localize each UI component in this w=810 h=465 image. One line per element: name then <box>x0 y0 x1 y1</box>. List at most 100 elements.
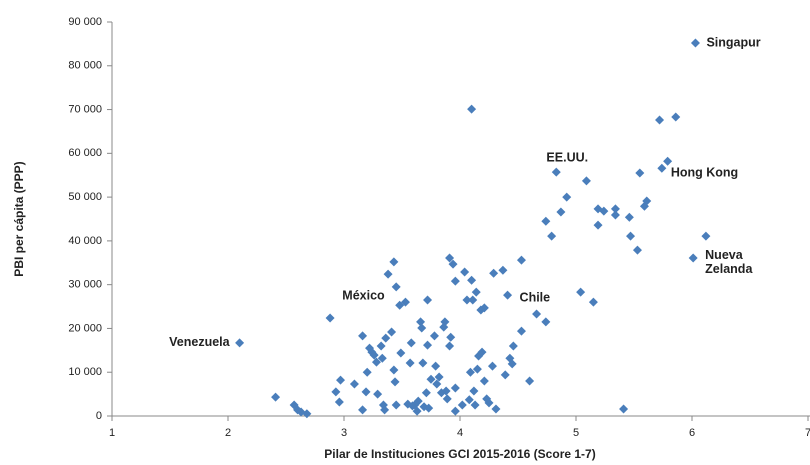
point <box>450 276 460 286</box>
point <box>383 269 393 279</box>
point <box>431 361 441 371</box>
point <box>445 253 455 263</box>
y-tick-label: 90 000 <box>68 16 102 28</box>
point <box>450 383 460 393</box>
point <box>421 388 431 398</box>
point <box>235 338 245 348</box>
y-tick-label: 60 000 <box>68 147 102 159</box>
point <box>484 398 494 408</box>
point <box>610 204 620 214</box>
point <box>406 338 416 348</box>
point <box>498 265 508 275</box>
point <box>462 295 472 305</box>
y-tick-label: 70 000 <box>68 103 102 115</box>
y-tick-label: 0 <box>96 410 102 422</box>
point <box>434 372 444 382</box>
point <box>465 367 475 377</box>
point <box>477 347 487 357</box>
point <box>271 392 281 402</box>
point <box>448 259 458 269</box>
point <box>690 38 700 48</box>
x-axis-title: Pilar de Instituciones GCI 2015-2016 (Sc… <box>324 447 595 461</box>
point <box>635 168 645 178</box>
point <box>576 287 586 297</box>
point <box>369 350 379 360</box>
point <box>626 231 636 241</box>
point <box>508 341 518 351</box>
point <box>400 297 410 307</box>
point <box>663 156 673 166</box>
point <box>334 397 344 407</box>
point <box>503 290 513 300</box>
point <box>547 231 557 241</box>
point <box>380 405 390 415</box>
point <box>489 268 499 278</box>
point <box>389 257 399 267</box>
point <box>460 267 470 277</box>
point <box>432 379 442 389</box>
point <box>471 287 481 297</box>
point <box>507 359 517 369</box>
x-tick-label: 3 <box>341 427 347 439</box>
y-tick-label: 20 000 <box>68 322 102 334</box>
point <box>450 406 460 416</box>
point <box>389 365 399 375</box>
point <box>413 396 423 406</box>
point <box>469 386 479 396</box>
point <box>556 207 566 217</box>
point <box>655 115 665 125</box>
point <box>302 409 312 419</box>
point <box>532 309 542 319</box>
point <box>349 379 359 389</box>
point <box>610 210 620 220</box>
point <box>525 376 535 386</box>
x-tick-label: 7 <box>805 427 810 439</box>
x-tick-label: 5 <box>573 427 579 439</box>
point <box>396 348 406 358</box>
point <box>391 400 401 410</box>
point <box>405 358 415 368</box>
point <box>487 361 497 371</box>
point-label: Venezuela <box>169 335 230 349</box>
point <box>442 394 452 404</box>
point <box>416 317 426 327</box>
y-tick-label: 50 000 <box>68 191 102 203</box>
point <box>373 389 383 399</box>
point <box>423 340 433 350</box>
point <box>440 317 450 327</box>
y-tick-label: 10 000 <box>68 366 102 378</box>
point <box>376 341 386 351</box>
point-label: Nueva Zelanda <box>705 248 753 276</box>
y-axis-title: PBI per cápita (PPP) <box>12 161 26 276</box>
point <box>701 231 711 241</box>
point <box>441 386 451 396</box>
point <box>412 406 422 416</box>
point <box>446 332 456 342</box>
point <box>417 323 427 333</box>
point <box>562 192 572 202</box>
x-tick-label: 4 <box>457 427 463 439</box>
y-tick-label: 30 000 <box>68 279 102 291</box>
point <box>429 331 439 341</box>
point <box>362 367 372 377</box>
point <box>468 295 478 305</box>
point <box>325 313 335 323</box>
point-label: Chile <box>520 290 551 304</box>
point <box>479 303 489 313</box>
point <box>390 377 400 387</box>
point <box>599 206 609 216</box>
point <box>632 245 642 255</box>
point <box>423 295 433 305</box>
point <box>642 196 652 206</box>
point <box>541 317 551 327</box>
point <box>361 387 371 397</box>
point-label: EE.UU. <box>546 150 588 164</box>
point <box>671 112 681 122</box>
point <box>516 326 526 336</box>
x-tick-label: 1 <box>109 427 115 439</box>
point <box>472 364 482 374</box>
y-tick-label: 80 000 <box>68 60 102 72</box>
point <box>358 331 368 341</box>
x-tick-label: 2 <box>225 427 231 439</box>
